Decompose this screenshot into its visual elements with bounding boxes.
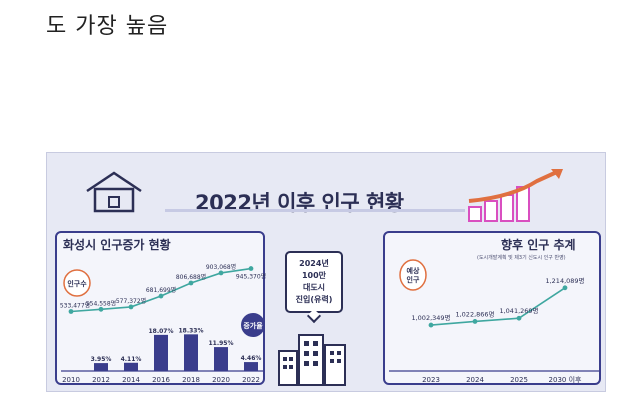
population-point-2020 — [218, 270, 224, 276]
population-point-2016 — [158, 293, 164, 299]
x-tick-2022: 2022 — [242, 376, 260, 384]
forecast-point-2030 이후 — [562, 285, 568, 291]
forecast-label-2023: 1,002,349명 — [411, 313, 450, 322]
growth-label-2016: 18.07% — [149, 328, 174, 335]
growth-bar-2012 — [94, 363, 108, 371]
forecast-point-2024 — [472, 319, 478, 324]
growth-badge-label: 증가율 — [243, 321, 263, 330]
x-tick-2010: 2010 — [62, 376, 80, 384]
population-forecast-chart: 2023 2024 2025 2030 이후 1,002,349명 1,022,866명 1… — [389, 259, 599, 384]
forecast-label-2030 이후: 1,214,089명 — [545, 276, 584, 285]
right-panel-note: (도시개발계획 및 제3기 신도시 인구 반영) — [477, 255, 566, 261]
house-icon — [86, 171, 142, 213]
population-label-2010: 533,477명 — [60, 302, 90, 310]
growth-label-2014: 4.11% — [121, 356, 142, 363]
bar-chart-deco-icon — [468, 169, 563, 222]
population-label-2014: 577,372명 — [116, 297, 146, 305]
population-label-2022: 945,370명 — [236, 273, 266, 281]
population-label-2018: 806,688명 — [176, 273, 206, 281]
growth-bar-2014 — [124, 362, 138, 371]
left-panel-title: 화성시 인구증가 현황 — [63, 238, 171, 252]
forecast-x-tick-2030 이후: 2030 이후 — [549, 375, 582, 384]
milestone-sign: 2024년 100만 대도시 진입(유력) — [285, 251, 343, 313]
population-label-2012: 554,558명 — [86, 299, 116, 307]
forecast-badge — [399, 259, 427, 291]
sign-line-1: 2024년 — [299, 259, 329, 268]
x-tick-2014: 2014 — [122, 376, 140, 384]
sign-line-4: 진입(유력) — [295, 295, 333, 304]
population-point-2018 — [188, 280, 194, 286]
population-point-2014 — [128, 304, 134, 310]
population-infographic: 2022년 이후 인구 현황 화성시 인구증가 현황 3.95% 4.11% 18.… — [46, 152, 606, 392]
population-growth-panel: 화성시 인구증가 현황 3.95% 4.11% 18.07% 18.33% 11.95%… — [55, 231, 266, 385]
infographic-title: 2022년 이후 인구 현황 — [195, 191, 404, 215]
population-growth-chart: 3.95% 4.11% 18.07% 18.33% 11.95% 4.46% 2010 201… — [60, 263, 266, 384]
population-point-2012 — [98, 306, 104, 312]
sign-line-3: 대도시 — [302, 283, 326, 292]
forecast-badge-line-2: 인구 — [407, 275, 420, 284]
forecast-x-tick-2025: 2025 — [510, 376, 528, 384]
forecast-point-2023 — [428, 322, 434, 328]
population-label-2016: 681,699명 — [146, 286, 176, 294]
growth-label-2020: 11.95% — [209, 340, 234, 347]
growth-bar-2020 — [214, 347, 228, 371]
population-point-2022 — [248, 266, 254, 271]
population-badge-label: 인구수 — [67, 279, 87, 288]
title-underline — [165, 209, 465, 212]
x-tick-2016: 2016 — [152, 376, 170, 384]
x-tick-2020: 2020 — [212, 376, 230, 384]
forecast-label-2025: 1,041,269명 — [499, 306, 538, 315]
growth-badge — [241, 313, 265, 337]
sign-line-2: 100만 — [301, 271, 327, 280]
population-point-2010 — [68, 309, 74, 314]
right-panel-title: 향후 인구 추계 — [501, 238, 576, 252]
x-tick-2012: 2012 — [92, 376, 110, 384]
growth-bar-2018 — [184, 334, 198, 371]
forecast-x-tick-2023: 2023 — [422, 376, 440, 384]
forecast-label-2024: 1,022,866명 — [455, 309, 494, 318]
page-text: 도 가장 높음 — [46, 14, 169, 39]
population-badge — [63, 269, 91, 297]
x-tick-2018: 2018 — [182, 376, 200, 384]
growth-label-2012: 3.95% — [91, 356, 112, 363]
growth-bar-2022 — [244, 362, 258, 371]
forecast-x-tick-2024: 2024 — [466, 376, 484, 384]
population-forecast-panel: 향후 인구 추계 (도시개발계획 및 제3기 신도시 인구 반영) 2023 20… — [383, 231, 601, 385]
forecast-point-2025 — [516, 315, 522, 321]
buildings-icon — [278, 334, 346, 386]
forecast-badge-line-1: 예상 — [407, 266, 420, 275]
population-label-2020: 903,068명 — [206, 263, 236, 271]
forecast-line — [430, 287, 566, 326]
growth-label-2018: 18.33% — [179, 327, 204, 334]
growth-bar-2016 — [154, 334, 168, 371]
growth-label-2022: 4.46% — [241, 355, 262, 362]
